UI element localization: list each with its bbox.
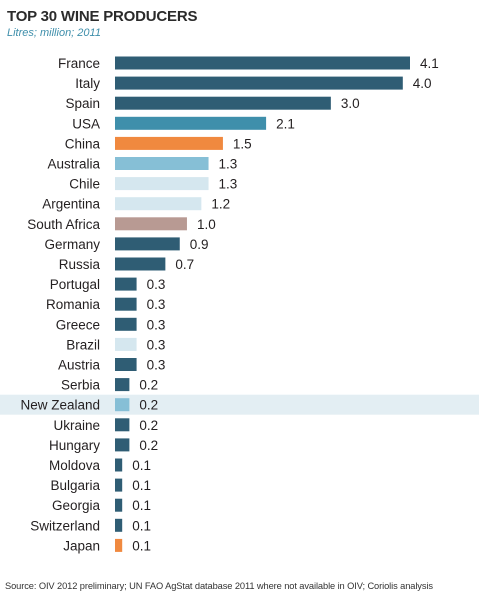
bar-greece <box>115 317 137 331</box>
bar-chile <box>115 177 209 191</box>
category-label-switzerland: Switzerland <box>30 518 100 533</box>
bar-serbia <box>115 378 130 392</box>
bar-argentina <box>115 197 202 211</box>
value-label-austria: 0.3 <box>147 358 166 373</box>
bar-moldova <box>115 458 123 472</box>
category-label-germany: Germany <box>44 237 100 252</box>
category-label-usa: USA <box>72 116 100 131</box>
category-label-bulgaria: Bulgaria <box>50 478 100 493</box>
category-label-argentina: Argentina <box>42 197 100 212</box>
value-label-germany: 0.9 <box>190 237 209 252</box>
category-label-romania: Romania <box>46 297 101 312</box>
category-label-georgia: Georgia <box>52 498 101 513</box>
value-label-ukraine: 0.2 <box>139 418 158 433</box>
bar-germany <box>115 237 180 251</box>
value-label-greece: 0.3 <box>147 317 166 332</box>
value-label-moldova: 0.1 <box>132 458 151 473</box>
category-label-chile: Chile <box>69 177 100 192</box>
category-label-brazil: Brazil <box>66 337 100 352</box>
value-label-brazil: 0.3 <box>147 337 166 352</box>
category-label-france: France <box>58 56 100 71</box>
bar-romania <box>115 297 137 311</box>
category-label-japan: Japan <box>63 538 100 553</box>
category-label-austria: Austria <box>58 358 101 373</box>
bar-south-africa <box>115 217 187 231</box>
bar-spain <box>115 96 331 110</box>
bar-chart: France 4.1 Italy 4.0 Spain 3.0 USA 2.1 China 1.5 A… <box>0 56 479 553</box>
category-label-spain: Spain <box>65 96 100 111</box>
bar-ukraine <box>115 418 130 432</box>
bar-georgia <box>115 498 123 512</box>
value-label-chile: 1.3 <box>219 177 238 192</box>
bar-portugal <box>115 277 137 291</box>
category-label-china: China <box>65 136 101 151</box>
category-label-serbia: Serbia <box>61 378 101 393</box>
value-label-south-africa: 1.0 <box>197 217 216 232</box>
bar-france <box>115 56 410 70</box>
bar-russia <box>115 257 166 271</box>
value-label-serbia: 0.2 <box>139 378 158 393</box>
category-label-ukraine: Ukraine <box>53 418 100 433</box>
value-label-romania: 0.3 <box>147 297 166 312</box>
bar-austria <box>115 358 137 371</box>
category-label-australia: Australia <box>47 157 100 172</box>
value-label-spain: 3.0 <box>341 96 360 111</box>
value-label-bulgaria: 0.1 <box>132 478 151 493</box>
bar-japan <box>115 538 123 552</box>
bar-australia <box>115 157 209 170</box>
category-label-moldova: Moldova <box>49 458 101 473</box>
bar-brazil <box>115 337 137 351</box>
category-label-hungary: Hungary <box>49 438 100 453</box>
value-label-australia: 1.3 <box>219 157 238 172</box>
value-label-russia: 0.7 <box>175 257 194 272</box>
bar-italy <box>115 76 403 90</box>
value-label-japan: 0.1 <box>132 538 151 553</box>
category-label-russia: Russia <box>59 257 101 272</box>
category-label-south-africa: South Africa <box>27 217 100 232</box>
value-label-hungary: 0.2 <box>139 438 158 453</box>
value-label-switzerland: 0.1 <box>132 518 151 533</box>
chart-subtitle: Litres; million; 2011 <box>7 27 101 39</box>
category-label-italy: Italy <box>75 76 100 91</box>
chart-title: TOP 30 WINE PRODUCERS <box>7 8 198 25</box>
bar-hungary <box>115 438 130 452</box>
bar-usa <box>115 116 267 130</box>
value-label-italy: 4.0 <box>413 76 432 91</box>
bar-new-zealand <box>115 398 130 412</box>
category-label-greece: Greece <box>56 317 100 332</box>
value-label-portugal: 0.3 <box>147 277 166 292</box>
value-label-new-zealand: 0.2 <box>139 398 158 413</box>
bar-bulgaria <box>115 478 123 492</box>
value-label-georgia: 0.1 <box>132 498 151 513</box>
bar-china <box>115 136 223 150</box>
value-label-france: 4.1 <box>420 56 439 71</box>
bar-switzerland <box>115 518 123 532</box>
value-label-usa: 2.1 <box>276 116 295 131</box>
source-note: Source: OIV 2012 preliminary; UN FAO AgS… <box>5 581 433 591</box>
category-label-portugal: Portugal <box>50 277 100 292</box>
value-label-argentina: 1.2 <box>211 197 230 212</box>
value-label-china: 1.5 <box>233 136 252 151</box>
category-label-new-zealand: New Zealand <box>20 398 100 413</box>
